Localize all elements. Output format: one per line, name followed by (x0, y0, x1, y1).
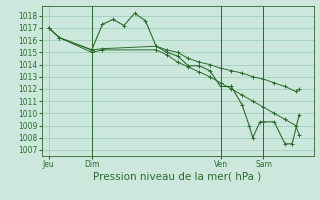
X-axis label: Pression niveau de la mer( hPa ): Pression niveau de la mer( hPa ) (93, 172, 262, 182)
